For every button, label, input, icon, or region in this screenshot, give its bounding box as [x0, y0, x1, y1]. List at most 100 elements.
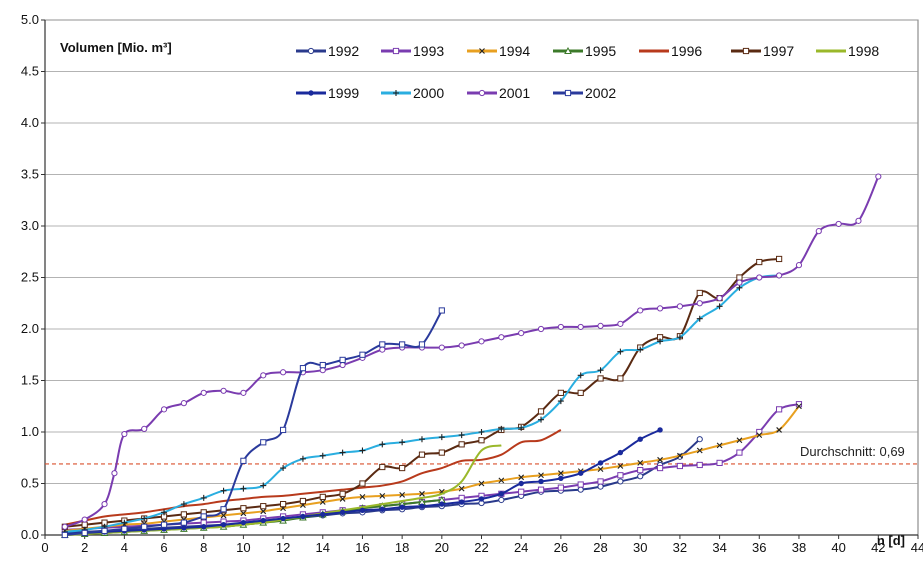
point-1999 [538, 478, 544, 485]
point-1997 [696, 289, 703, 297]
point-1993 [557, 484, 564, 491]
point-2000 [200, 494, 207, 501]
point-1994 [796, 403, 802, 410]
legend-label: 1994 [499, 43, 530, 59]
point-1997 [537, 408, 545, 415]
average-label: Durchschnitt: 0,69 [800, 444, 905, 459]
point-1997 [776, 255, 783, 263]
point-2001 [557, 323, 564, 331]
x-tick-label: 2 [81, 540, 88, 555]
point-1999 [558, 475, 564, 482]
point-1994 [339, 496, 346, 502]
point-2000 [617, 348, 624, 355]
point-2000 [339, 449, 346, 456]
point-1997 [359, 480, 366, 487]
point-1994 [359, 494, 366, 500]
legend-label: 2002 [585, 85, 616, 101]
legend-label: 1996 [671, 43, 702, 59]
point-1993 [696, 461, 703, 469]
point-2000 [418, 436, 425, 443]
x-tick-label: 36 [752, 540, 766, 555]
point-1997 [617, 375, 624, 382]
point-2002 [220, 506, 227, 513]
point-1997 [180, 511, 187, 518]
point-1994 [319, 499, 326, 505]
point-2000 [260, 482, 267, 489]
legend-label: 1992 [328, 43, 359, 59]
point-1999 [399, 504, 405, 510]
x-tick-label: 42 [871, 540, 885, 555]
point-2001 [438, 344, 445, 351]
point-2000 [399, 439, 406, 446]
series-2000 [61, 272, 783, 535]
point-1999 [201, 524, 207, 530]
average-line-group: Durchschnitt: 0,69 [45, 444, 918, 465]
x-tick-label: 6 [160, 540, 167, 555]
point-1994 [557, 470, 564, 477]
point-2001 [339, 361, 346, 369]
point-2002 [319, 361, 326, 369]
point-2001 [111, 470, 118, 477]
legend-label: 2001 [499, 85, 530, 101]
point-1999 [181, 525, 187, 531]
point-2000 [557, 398, 564, 405]
legend-item-1997: 1997 [731, 43, 794, 59]
point-2002 [101, 527, 108, 534]
point-2000 [478, 429, 485, 435]
point-2000 [161, 509, 168, 516]
point-2000 [121, 519, 128, 526]
legend-label: 1997 [763, 43, 794, 59]
point-2000 [518, 424, 525, 431]
y-tick-label: 4.0 [21, 115, 39, 130]
legend-marker [564, 46, 572, 54]
point-1999 [359, 507, 366, 513]
point-1997 [577, 389, 584, 396]
series-2001 [61, 173, 882, 530]
point-1992 [597, 483, 604, 490]
point-2001 [518, 330, 525, 337]
point-2001 [319, 367, 326, 374]
point-1997 [279, 501, 287, 508]
point-1993 [537, 486, 545, 493]
point-2001 [696, 300, 703, 307]
point-1999 [320, 511, 326, 518]
point-1994 [716, 442, 723, 449]
point-1997 [299, 497, 307, 505]
point-1994 [498, 477, 505, 484]
point-1997 [240, 505, 247, 512]
point-1994 [776, 427, 783, 433]
point-2001 [240, 389, 247, 396]
point-2001 [498, 334, 505, 341]
point-2000 [141, 515, 148, 522]
point-1997 [557, 389, 564, 396]
x-tick-label: 38 [792, 540, 806, 555]
point-1993 [637, 467, 644, 474]
grid [44, 19, 919, 536]
legend-label: 1999 [328, 85, 359, 101]
x-tick-label: 22 [474, 540, 488, 555]
point-1994 [677, 452, 683, 459]
point-1992 [577, 486, 584, 493]
point-2001 [220, 387, 227, 394]
point-1994 [756, 432, 763, 438]
y-tick-label: 2.0 [21, 321, 39, 336]
point-2000 [498, 425, 505, 432]
point-2001 [180, 400, 187, 407]
x-tick-label: 20 [435, 540, 449, 555]
point-1999 [300, 513, 306, 520]
y-tick-label: 2.5 [21, 270, 39, 285]
point-2001 [776, 272, 783, 279]
point-2000 [359, 447, 366, 454]
point-1994 [518, 474, 525, 481]
point-1993 [656, 464, 664, 472]
point-2001 [61, 523, 68, 530]
point-2002 [399, 341, 406, 348]
point-2000 [319, 452, 326, 459]
point-1994 [657, 456, 663, 463]
point-1993 [776, 406, 783, 413]
x-tick-label: 10 [236, 540, 250, 555]
legend-item-1998: 1998 [816, 43, 879, 59]
legend-item-1992: 1992 [296, 43, 359, 59]
series-2002 [61, 307, 445, 539]
point-2000 [637, 346, 644, 353]
